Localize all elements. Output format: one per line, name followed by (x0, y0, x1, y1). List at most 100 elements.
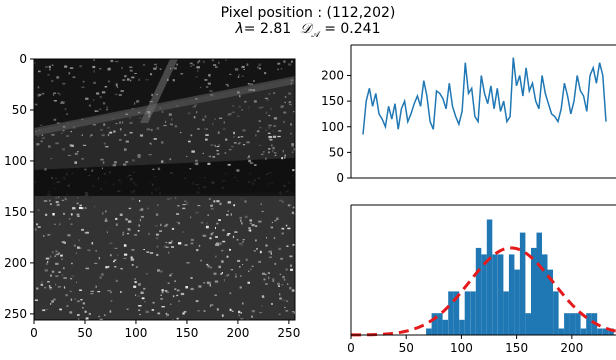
speckle-point (196, 191, 200, 194)
speckle-point (195, 211, 199, 214)
speckle-point (39, 124, 43, 126)
speckle-point (258, 144, 262, 146)
speckle-point (281, 232, 284, 235)
speckle-point (34, 62, 36, 65)
speckle-point (178, 222, 180, 225)
speckle-point (63, 267, 65, 270)
speckle-point (44, 168, 47, 171)
speckle-point (229, 292, 232, 295)
speckle-point (45, 257, 50, 260)
speckle-point (152, 168, 155, 170)
speckle-point (221, 314, 224, 317)
speckle-point (121, 66, 123, 70)
speckle-point (279, 297, 282, 300)
line-y-tick-label: 50 (329, 145, 344, 159)
speckle-point (165, 291, 169, 293)
histogram-bar (597, 328, 603, 335)
speckle-point (66, 305, 69, 307)
speckle-point (169, 172, 174, 174)
speckle-point (76, 213, 80, 216)
hist-x-tick-label: 0 (347, 341, 355, 355)
speckle-point (70, 278, 73, 280)
speckle-point (106, 106, 108, 109)
speckle-point (87, 249, 91, 252)
speckle-point (244, 100, 247, 103)
speckle-point (90, 290, 94, 292)
speckle-point (278, 285, 280, 287)
speckle-point (249, 219, 252, 222)
histogram-bar (508, 254, 515, 335)
speckle-point (82, 144, 87, 146)
speckle-point (174, 288, 177, 290)
speckle-point (288, 63, 292, 66)
speckle-point (49, 255, 52, 258)
speckle-point (84, 207, 87, 209)
speckle-point (255, 134, 257, 137)
speckle-point (63, 286, 66, 289)
speckle-point (246, 63, 249, 66)
speckle-point (92, 99, 95, 101)
speckle-point (51, 300, 54, 303)
speckle-point (159, 230, 162, 232)
speckle-point (99, 276, 102, 279)
speckle-point (221, 272, 223, 274)
speckle-point (107, 290, 111, 292)
speckle-point (65, 199, 67, 201)
speckle-point (147, 207, 150, 210)
speckle-point (52, 251, 54, 254)
speckle-point (289, 286, 292, 290)
speckle-point (208, 74, 211, 77)
histogram-bars (426, 219, 614, 335)
speckle-point (202, 152, 204, 154)
speckle-point (281, 284, 284, 286)
speckle-point (104, 220, 108, 222)
speckle-point (69, 311, 73, 314)
speckle-point (200, 221, 204, 224)
speckle-point (254, 164, 257, 166)
speckle-point (290, 123, 292, 126)
speckle-point (233, 131, 235, 135)
speckle-point (234, 176, 236, 179)
speckle-point (74, 152, 78, 155)
speckle-point (279, 293, 281, 296)
speckle-point (128, 228, 131, 231)
speckle-point (77, 151, 79, 153)
speckle-point (153, 67, 157, 70)
speckle-point (139, 117, 142, 119)
speckle-point (260, 203, 262, 206)
speckle-point (209, 90, 213, 92)
speckle-point (265, 129, 268, 132)
speckle-point (126, 308, 129, 310)
speckle-point (203, 310, 206, 312)
speckle-point (61, 199, 64, 201)
speckle-point (115, 83, 118, 87)
speckle-point (69, 144, 73, 147)
speckle-point (165, 242, 168, 244)
sar-x-tick-label: 150 (175, 326, 198, 340)
speckle-point (247, 281, 250, 284)
speckle-point (284, 156, 286, 159)
histogram-bar (536, 232, 542, 335)
speckle-point (124, 134, 127, 136)
speckle-point (248, 270, 250, 272)
speckle-point (259, 311, 263, 314)
speckle-point (95, 285, 97, 288)
speckle-point (45, 213, 48, 216)
speckle-point (109, 171, 111, 174)
speckle-point (205, 134, 209, 136)
speckle-point (115, 217, 118, 220)
speckle-point (288, 101, 292, 103)
speckle-point (171, 246, 174, 248)
speckle-point (106, 231, 108, 233)
speckle-point (248, 181, 251, 183)
speckle-point (158, 192, 162, 195)
speckle-point (202, 118, 205, 121)
speckle-point (117, 254, 119, 256)
histogram-panel: 0 50 100 150 200 (347, 204, 616, 355)
speckle-point (172, 295, 175, 298)
speckle-point (225, 274, 229, 277)
speckle-point (161, 141, 164, 144)
speckle-point (171, 240, 173, 243)
histogram-bar (531, 247, 537, 335)
